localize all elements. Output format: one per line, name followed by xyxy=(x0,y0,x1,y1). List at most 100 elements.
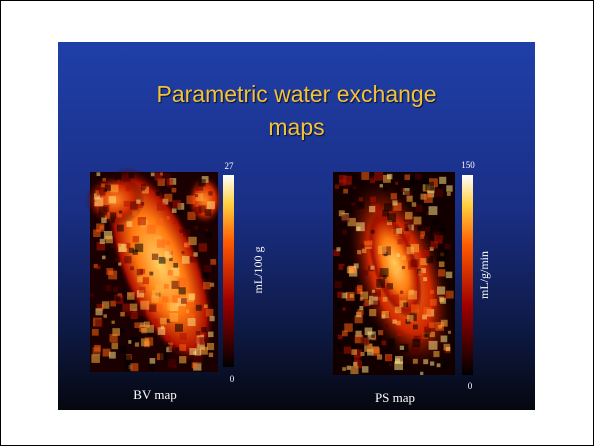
texture xyxy=(105,285,111,291)
texture xyxy=(411,259,419,267)
texture xyxy=(94,345,101,352)
texture xyxy=(357,323,363,329)
texture xyxy=(370,197,376,203)
texture xyxy=(183,229,190,236)
texture xyxy=(359,306,363,310)
texture xyxy=(439,261,445,267)
texture xyxy=(357,202,364,209)
texture xyxy=(153,270,160,277)
texture xyxy=(133,236,140,243)
texture xyxy=(383,187,387,191)
texture xyxy=(179,229,183,233)
texture xyxy=(140,301,149,310)
texture xyxy=(105,251,109,255)
texture xyxy=(353,186,356,189)
texture xyxy=(429,322,435,328)
texture xyxy=(130,266,134,270)
texture xyxy=(376,279,385,288)
texture xyxy=(162,296,168,302)
texture xyxy=(353,362,357,366)
texture xyxy=(102,301,109,308)
texture xyxy=(189,348,196,355)
texture xyxy=(196,331,200,335)
texture xyxy=(189,293,195,299)
texture xyxy=(369,206,375,212)
texture xyxy=(430,361,434,365)
texture xyxy=(420,231,425,236)
texture xyxy=(424,194,433,203)
texture xyxy=(164,284,169,289)
texture xyxy=(174,220,178,224)
texture xyxy=(413,325,418,330)
texture xyxy=(179,356,186,363)
texture xyxy=(387,174,392,179)
texture xyxy=(391,193,397,199)
texture xyxy=(371,334,375,338)
texture xyxy=(364,241,368,245)
texture xyxy=(386,287,390,291)
texture xyxy=(407,196,413,202)
texture xyxy=(156,192,160,196)
figures: 27 0 mL/100 g 150 0 mL/g/min BV map PS m… xyxy=(0,0,594,446)
texture xyxy=(91,354,100,363)
texture xyxy=(119,346,127,354)
texture xyxy=(344,347,351,354)
texture xyxy=(440,298,446,304)
texture xyxy=(193,252,197,256)
texture xyxy=(102,205,109,212)
texture xyxy=(412,202,416,206)
texture xyxy=(96,172,100,176)
texture xyxy=(113,287,118,292)
texture xyxy=(438,325,442,329)
texture xyxy=(382,341,387,346)
texture xyxy=(172,208,177,213)
texture xyxy=(425,182,434,191)
texture xyxy=(423,307,431,315)
texture xyxy=(370,266,374,270)
texture xyxy=(395,307,402,314)
texture xyxy=(343,189,348,194)
texture xyxy=(433,232,436,235)
texture xyxy=(407,315,414,322)
texture xyxy=(442,363,448,369)
texture xyxy=(95,319,103,327)
ps-map-image xyxy=(326,166,473,384)
texture xyxy=(166,216,169,219)
texture xyxy=(422,315,427,320)
texture xyxy=(114,173,121,180)
texture xyxy=(179,287,186,294)
texture xyxy=(167,302,175,310)
texture xyxy=(357,250,361,254)
texture xyxy=(360,244,364,248)
texture xyxy=(369,309,376,316)
page: Parametric water exchange maps xyxy=(0,0,594,446)
texture xyxy=(372,348,380,356)
texture xyxy=(448,331,451,334)
texture xyxy=(337,292,343,298)
texture xyxy=(401,256,406,261)
texture xyxy=(165,336,170,341)
texture xyxy=(152,254,158,260)
texture xyxy=(396,228,402,234)
texture xyxy=(351,202,355,206)
texture xyxy=(392,295,399,302)
texture xyxy=(184,242,189,247)
texture xyxy=(109,352,116,359)
texture xyxy=(102,178,105,181)
texture xyxy=(210,283,214,287)
texture xyxy=(173,200,182,209)
texture xyxy=(436,256,441,261)
texture xyxy=(118,263,121,266)
texture xyxy=(195,226,199,230)
texture xyxy=(119,328,123,332)
texture xyxy=(180,333,187,340)
texture xyxy=(186,310,189,313)
texture xyxy=(421,250,429,258)
texture xyxy=(117,180,120,183)
texture xyxy=(423,277,427,281)
texture xyxy=(373,301,380,308)
texture xyxy=(397,253,401,257)
texture xyxy=(101,218,106,223)
texture xyxy=(396,321,401,326)
texture xyxy=(95,197,104,206)
